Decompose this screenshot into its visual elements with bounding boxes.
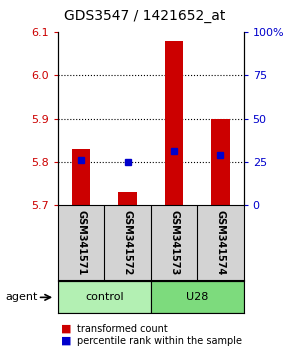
Text: agent: agent bbox=[6, 292, 38, 302]
Text: GDS3547 / 1421652_at: GDS3547 / 1421652_at bbox=[64, 9, 226, 23]
Text: ■: ■ bbox=[61, 324, 71, 333]
Text: GSM341571: GSM341571 bbox=[76, 210, 86, 275]
Bar bbox=[151, 281, 244, 313]
Bar bbox=[165, 41, 183, 205]
Text: GSM341573: GSM341573 bbox=[169, 210, 179, 275]
Text: U28: U28 bbox=[186, 292, 209, 302]
Text: GSM341572: GSM341572 bbox=[123, 210, 133, 275]
Bar bbox=[72, 149, 90, 205]
Bar bbox=[58, 281, 151, 313]
Text: transformed count: transformed count bbox=[77, 324, 168, 333]
Text: GSM341574: GSM341574 bbox=[215, 210, 225, 275]
Bar bbox=[211, 119, 230, 205]
Text: ■: ■ bbox=[61, 336, 71, 346]
Text: control: control bbox=[85, 292, 124, 302]
Bar bbox=[118, 192, 137, 205]
Text: percentile rank within the sample: percentile rank within the sample bbox=[77, 336, 242, 346]
